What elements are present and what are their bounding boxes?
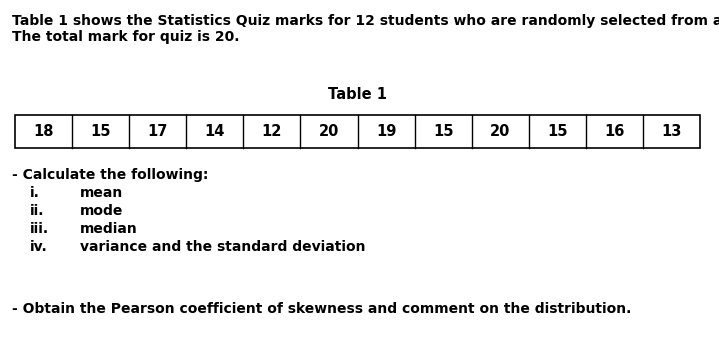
Text: variance and the standard deviation: variance and the standard deviation xyxy=(80,240,365,254)
Text: iii.: iii. xyxy=(30,222,49,236)
Text: iv.: iv. xyxy=(30,240,47,254)
Text: - Calculate the following:: - Calculate the following: xyxy=(12,168,209,182)
Text: 18: 18 xyxy=(33,124,54,139)
Text: 17: 17 xyxy=(147,124,168,139)
Text: 15: 15 xyxy=(91,124,111,139)
Text: 20: 20 xyxy=(490,124,510,139)
Text: mean: mean xyxy=(80,186,123,200)
Text: - Obtain the Pearson coefficient of skewness and comment on the distribution.: - Obtain the Pearson coefficient of skew… xyxy=(12,302,631,316)
Text: 12: 12 xyxy=(262,124,282,139)
Text: Table 1 shows the Statistics Quiz marks for 12 students who are randomly selecte: Table 1 shows the Statistics Quiz marks … xyxy=(12,14,719,28)
Text: The total mark for quiz is 20.: The total mark for quiz is 20. xyxy=(12,30,239,44)
Text: 19: 19 xyxy=(376,124,396,139)
Text: 14: 14 xyxy=(205,124,225,139)
Text: 20: 20 xyxy=(319,124,339,139)
Text: ii.: ii. xyxy=(30,204,45,218)
Text: median: median xyxy=(80,222,138,236)
Text: i.: i. xyxy=(30,186,40,200)
Text: 16: 16 xyxy=(604,124,625,139)
Text: Table 1: Table 1 xyxy=(328,87,387,102)
Text: mode: mode xyxy=(80,204,124,218)
Text: 15: 15 xyxy=(433,124,454,139)
Text: 13: 13 xyxy=(661,124,682,139)
Bar xyxy=(15,115,700,148)
Text: 15: 15 xyxy=(547,124,567,139)
